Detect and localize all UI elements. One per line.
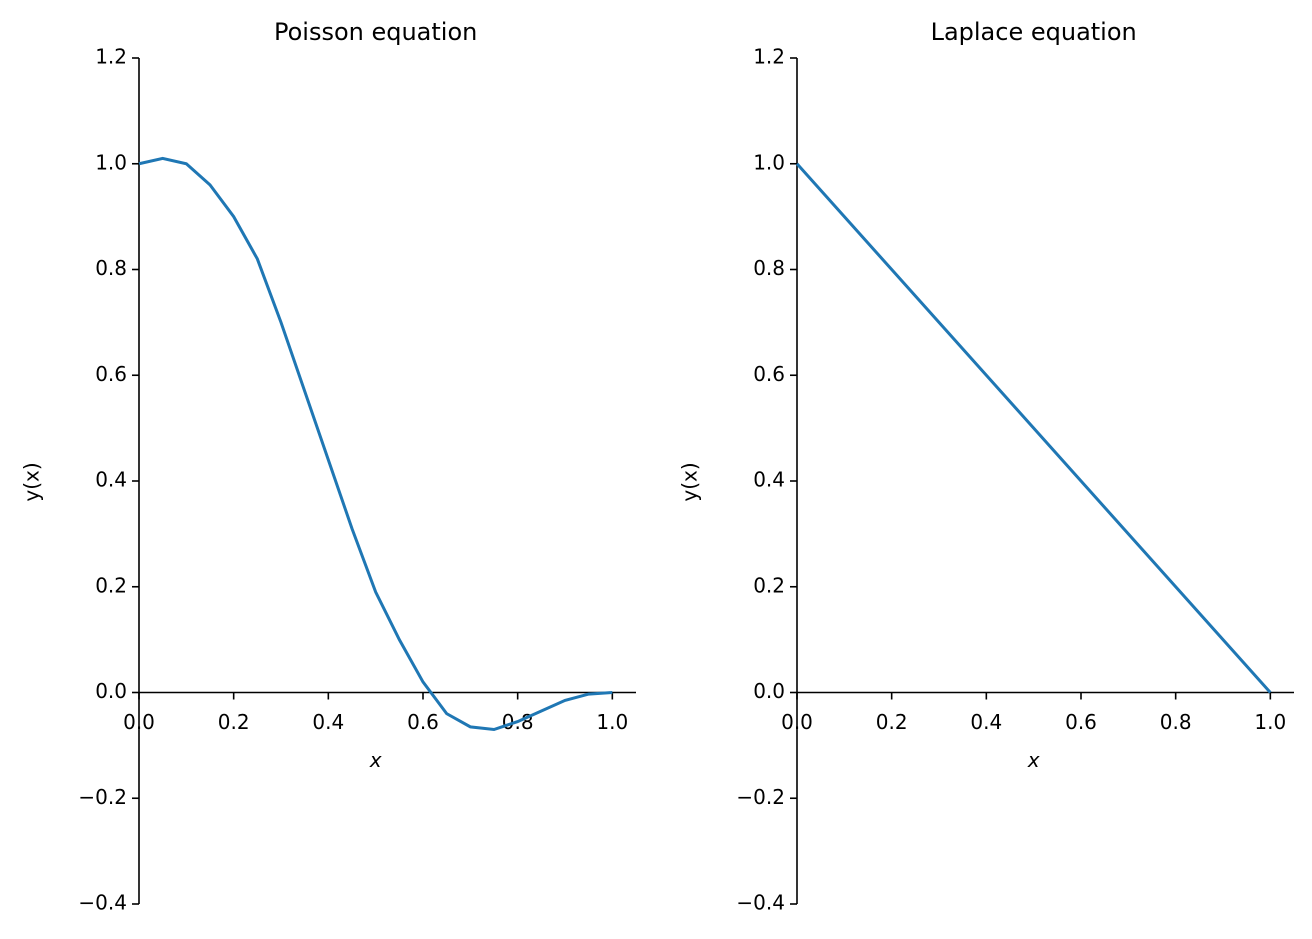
y-tick-label: 0.2	[95, 573, 127, 597]
y-tick-label: 1.2	[95, 45, 127, 69]
chart-title: Poisson equation	[274, 18, 477, 46]
y-tick-label: 0.0	[753, 679, 785, 703]
x-axis-label: x	[369, 748, 382, 772]
y-tick-label: −0.2	[736, 785, 785, 809]
y-tick-label: −0.2	[78, 785, 127, 809]
x-tick-label: 0.6	[1065, 710, 1097, 734]
y-tick-label: 0.4	[95, 468, 127, 492]
y-tick-label: 1.2	[753, 45, 785, 69]
y-tick-label: 0.8	[753, 256, 785, 280]
x-tick-label: 0.2	[876, 710, 908, 734]
subplot: Poisson equation −0.4 −0.2 0.0 0.2 0.4 0.6 0.8 1…	[20, 18, 636, 915]
x-axis-label: x	[1027, 748, 1040, 772]
x-tick-label: 1.0	[1254, 710, 1286, 734]
x-tick-label: 0.8	[1160, 710, 1192, 734]
y-tick-label: −0.4	[78, 891, 127, 915]
y-tick-label: 0.6	[753, 362, 785, 386]
x-tick-label: 0.4	[312, 710, 344, 734]
subplot: Laplace equation −0.4 −0.2 0.0 0.2 0.4 0.6 0.8 1…	[678, 18, 1294, 915]
line	[795, 162, 1272, 694]
x-tick-label: 0.0	[123, 710, 155, 734]
x-tick-label: 0.2	[218, 710, 250, 734]
chart-title: Laplace equation	[931, 18, 1137, 46]
y-tick-label: 0.8	[95, 256, 127, 280]
y-tick-label: 0.0	[95, 679, 127, 703]
y-tick-label: −0.4	[736, 891, 785, 915]
x-tick-label: 1.0	[596, 710, 628, 734]
y-tick-label: 0.4	[753, 468, 785, 492]
y-tick-label: 0.2	[753, 573, 785, 597]
x-tick-label: 0.6	[407, 710, 439, 734]
y-tick-label: 1.0	[95, 150, 127, 174]
y-axis-label: y(x)	[20, 462, 44, 501]
x-tick-label: 0.4	[970, 710, 1002, 734]
y-axis-label: y(x)	[678, 462, 702, 501]
y-tick-label: 1.0	[753, 150, 785, 174]
y-tick-label: 0.6	[95, 362, 127, 386]
line	[138, 156, 613, 732]
x-tick-label: 0.0	[781, 710, 813, 734]
